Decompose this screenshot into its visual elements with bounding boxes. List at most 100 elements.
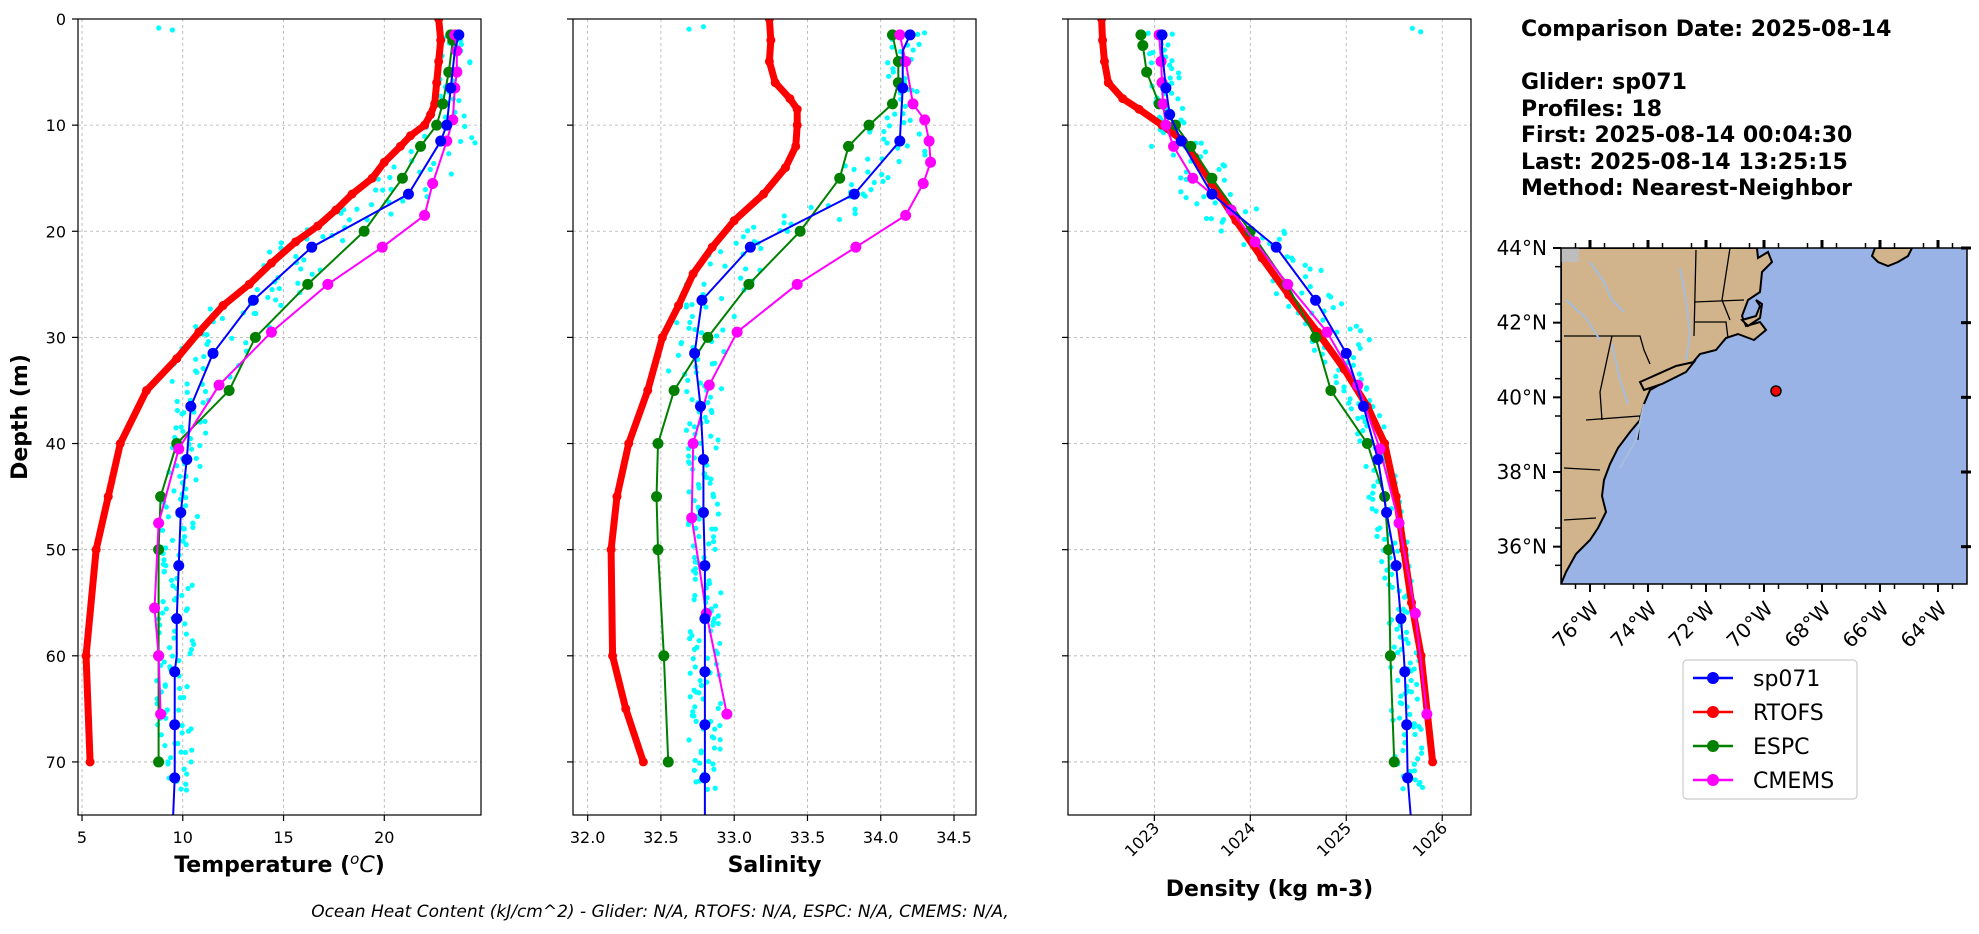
glider-sample-point (1302, 274, 1309, 280)
x-tick-label: 20 (374, 828, 394, 847)
glider-sample-point (187, 651, 193, 657)
series-marker (1206, 172, 1218, 184)
glider-sample-point (698, 330, 705, 336)
glider-sample-point (177, 473, 183, 479)
glider-sample-point (692, 704, 698, 710)
series-marker (638, 757, 648, 767)
glider-sample-point (718, 295, 725, 302)
glider-sample-point (165, 514, 172, 520)
glider-sample-point (712, 360, 718, 366)
series-marker (445, 82, 457, 94)
glider-sample-point (710, 622, 716, 628)
glider-sample-point (862, 193, 868, 199)
y-axis-label: Depth (m) (8, 354, 33, 480)
glider-sample-point (907, 117, 913, 123)
glider-sample-point (706, 541, 712, 547)
glider-sample-point (690, 543, 696, 549)
series-marker (919, 114, 931, 126)
series-marker (431, 119, 443, 131)
series-marker (435, 135, 447, 147)
series-marker (652, 438, 664, 450)
glider-sample-point (696, 533, 702, 540)
glider-sample-point (1373, 508, 1379, 514)
series-marker (436, 35, 446, 45)
legend-marker-sp071 (1707, 672, 1719, 684)
glider-sample-point (1302, 262, 1308, 268)
series-marker (115, 439, 125, 449)
glider-sample-point (171, 597, 178, 603)
glider-sample-point (836, 216, 843, 223)
map-lat-label: 40°N (1497, 385, 1547, 409)
glider-sample-point (1220, 216, 1227, 223)
glider-sample-point (160, 599, 166, 605)
series-marker (1282, 278, 1294, 290)
glider-sample-point (709, 409, 715, 416)
series-marker (249, 331, 261, 343)
map-lon-label: 72°W (1664, 596, 1720, 652)
glider-sample-point (1290, 257, 1296, 263)
glider-sample-point (461, 113, 467, 119)
series-marker (848, 188, 860, 200)
glider-sample-point (852, 211, 858, 217)
glider-sample-point (704, 655, 710, 661)
glider-sample-point (717, 249, 724, 255)
series-marker (1321, 326, 1333, 338)
series-marker (194, 327, 204, 337)
panel-plot (606, 19, 937, 815)
glider-sample-point (1328, 294, 1334, 300)
series-marker (1098, 35, 1108, 45)
glider-sample-point (886, 73, 892, 79)
map-rivers (1565, 261, 1692, 469)
series-line-cmems (1158, 33, 1428, 716)
glider-sample-point (1382, 575, 1388, 581)
series-marker (721, 708, 733, 720)
series-markers-espc (651, 29, 904, 768)
glider-sample-point (1366, 337, 1372, 343)
glider-sample-point (865, 156, 871, 162)
glider-sample-point (175, 740, 181, 747)
series-marker (674, 301, 684, 311)
glider-sample-point (1148, 60, 1155, 66)
x-tick-label: 10 (173, 828, 193, 847)
glider-sample-point (200, 365, 206, 372)
glider-sample-point (201, 353, 207, 360)
glider-sample-point (178, 424, 184, 430)
glider-sample-point (1400, 747, 1406, 754)
glider-location-marker (1770, 385, 1782, 397)
series-marker (770, 78, 780, 88)
glider-sample-point (715, 613, 721, 619)
glider-sample-point (890, 69, 896, 75)
glider-sample-point (1318, 267, 1324, 274)
glider-sample-point (886, 123, 892, 129)
series-line-rtofs (1098, 19, 1437, 766)
glider-sample-point (1218, 228, 1224, 234)
series-marker (185, 400, 197, 412)
map-lon-label: 76°W (1548, 596, 1604, 652)
glider-sample-point (691, 597, 697, 603)
location-map: 44°N 42°N 40°N 38°N 36°N 76°W 74°W 72°W 70°W 68°W… (1497, 236, 1971, 653)
glider-sample-point (710, 494, 717, 500)
glider-sample-point (692, 757, 698, 764)
glider-sample-point (1286, 303, 1292, 310)
glider-sample-point (446, 151, 452, 157)
glider-sample-point (161, 569, 167, 575)
series-marker (621, 704, 631, 714)
glider-sample-point (298, 266, 304, 272)
glider-sample-point (1221, 177, 1228, 183)
glider-sample-point (711, 745, 718, 751)
glider-sample-point (1330, 304, 1336, 311)
glider-sample-point (462, 123, 468, 130)
glider-sample-point (1333, 380, 1340, 386)
glider-sample-point (1371, 483, 1377, 489)
glider-sample-point (1175, 96, 1181, 102)
glider-sample-point (1391, 644, 1397, 650)
glider-sample-point (687, 421, 693, 427)
glider-sample-point (687, 670, 693, 676)
glider-sample-point (871, 179, 877, 186)
map-lon-label: 74°W (1606, 596, 1662, 652)
x-tick-label: 32.0 (570, 828, 606, 847)
x-axis-label: Temperature (oC) (174, 850, 385, 878)
glider-sample-point (181, 534, 188, 540)
x-tick-label: 1026 (1409, 818, 1451, 860)
